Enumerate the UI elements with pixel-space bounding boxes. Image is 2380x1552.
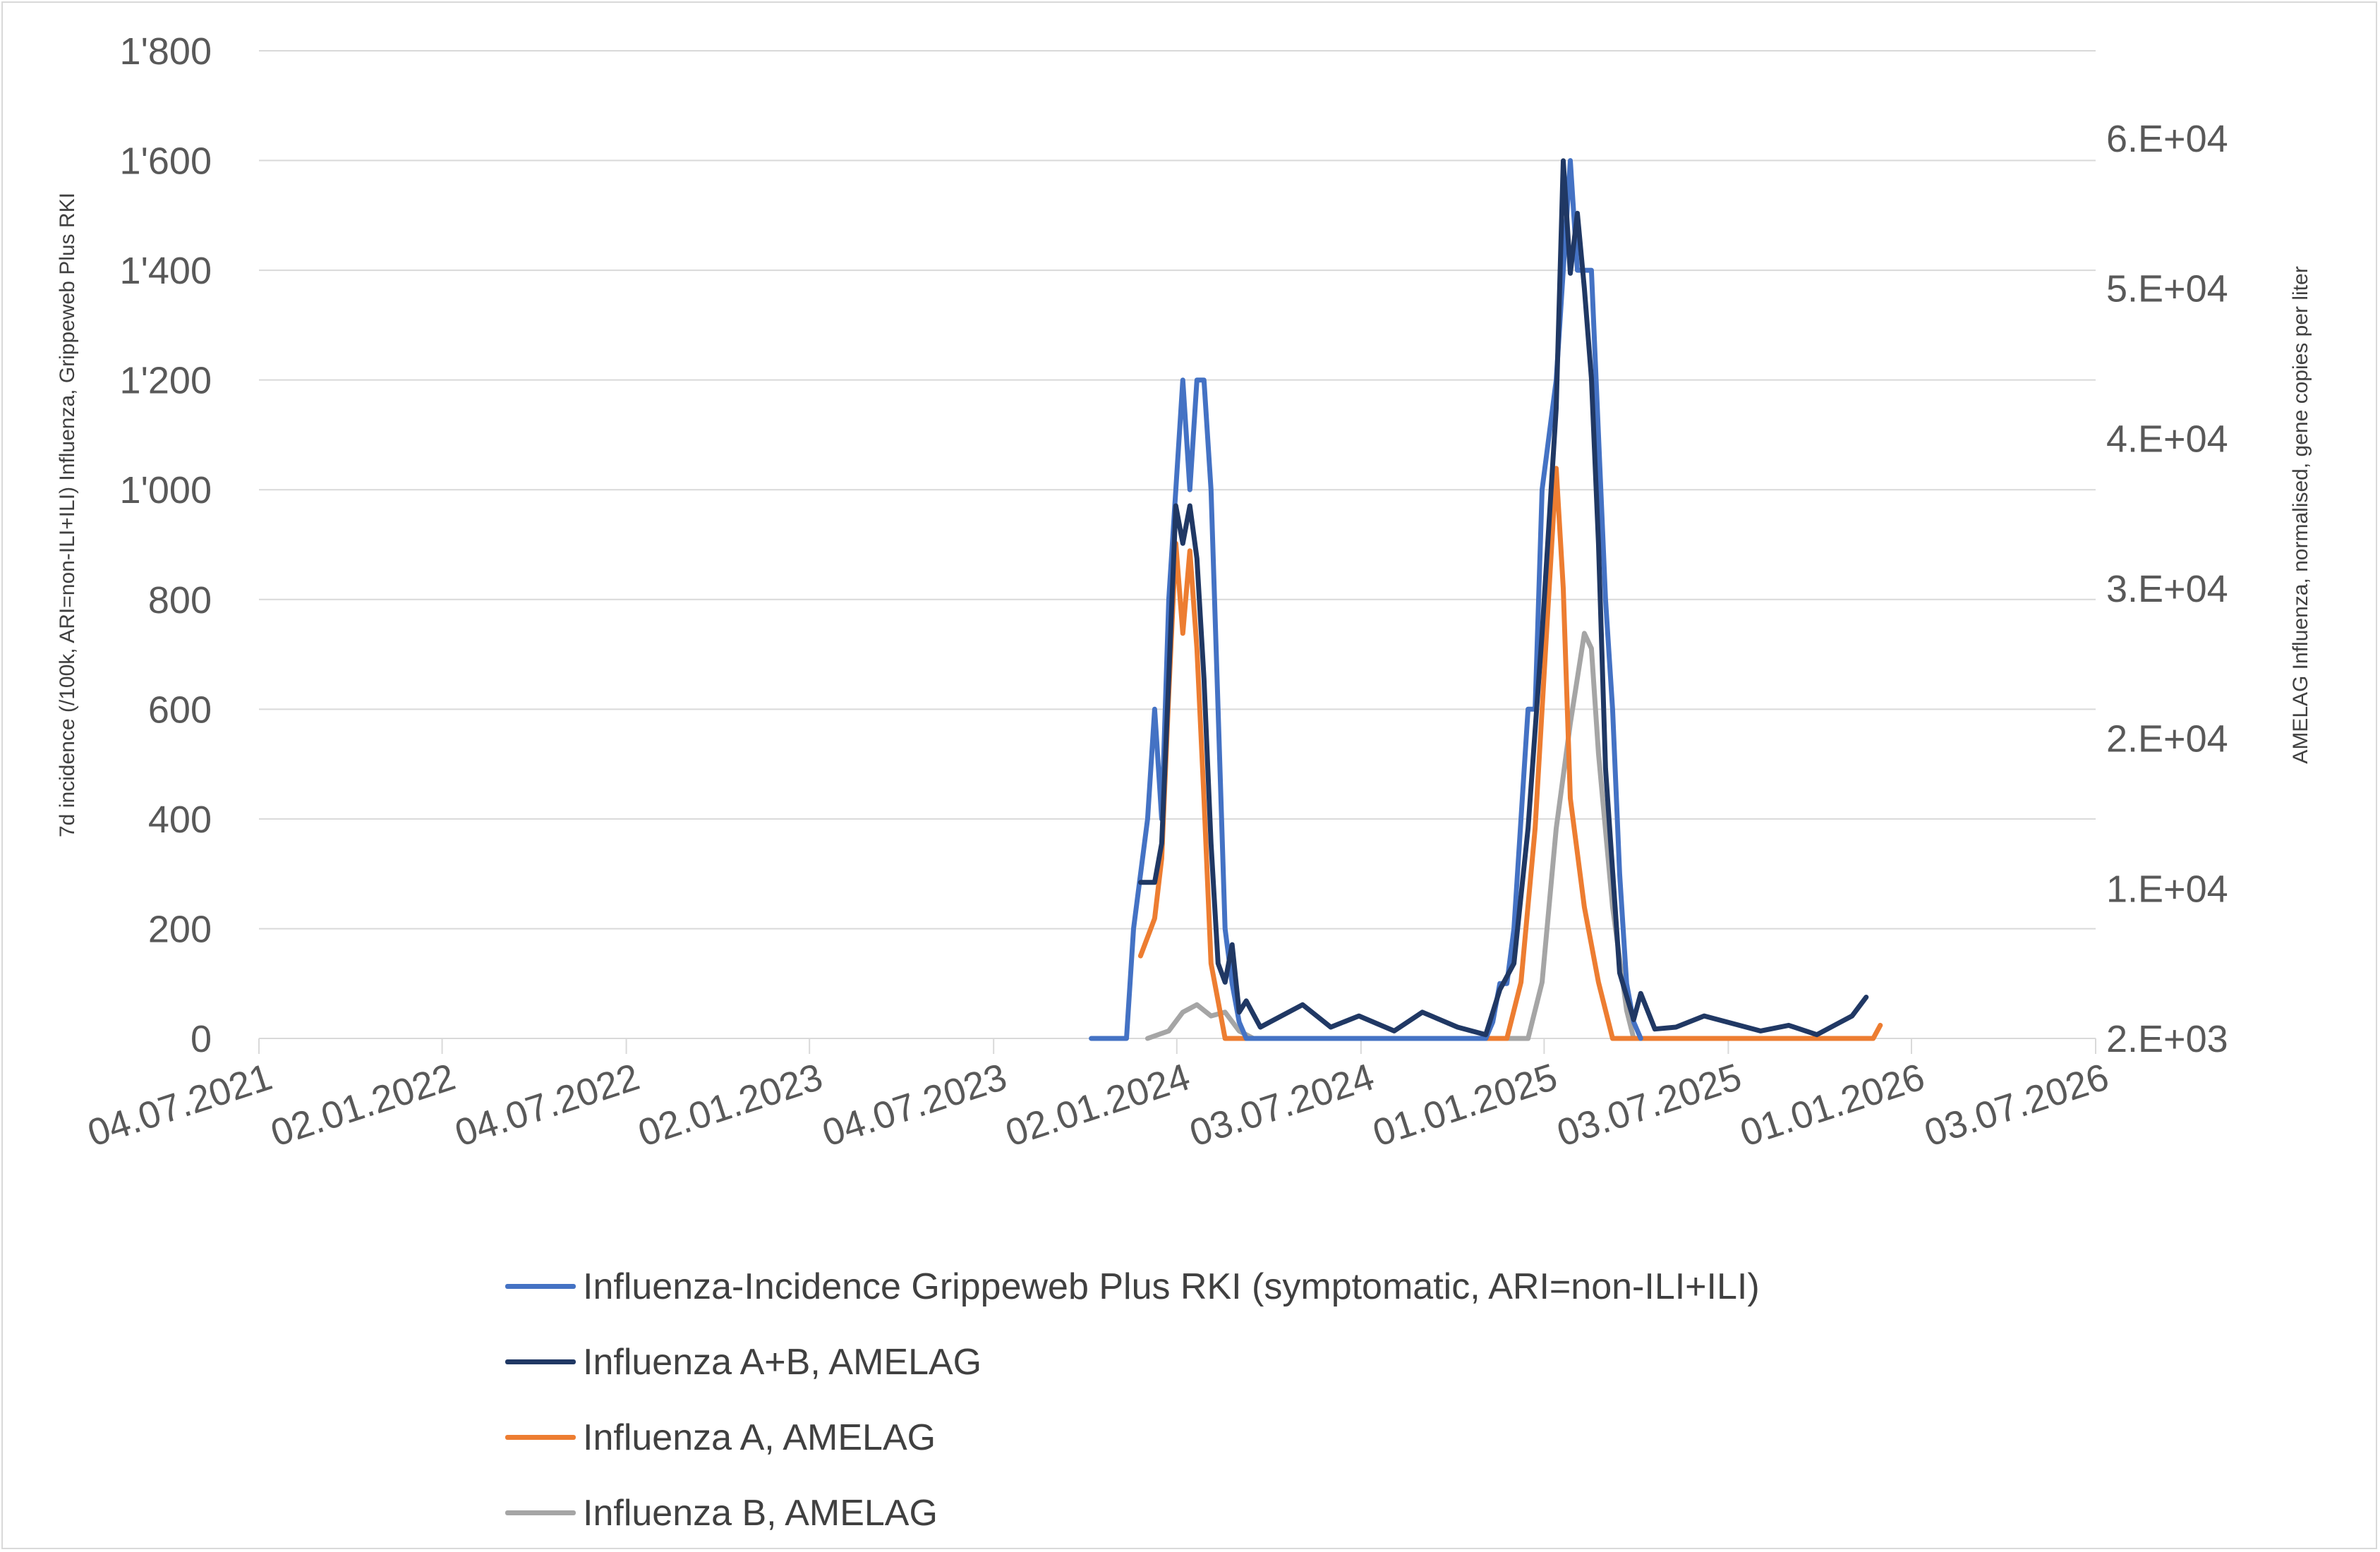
right-tick-label: 2.E+03 xyxy=(2106,1018,2228,1060)
x-tick-label: 04.07.2022 xyxy=(450,1055,645,1155)
left-tick-label: 800 xyxy=(148,579,212,622)
legend-item: Influenza B, AMELAG xyxy=(505,1475,1760,1551)
right-tick-label: 1.E+04 xyxy=(2106,868,2228,910)
right-tick-label: 2.E+04 xyxy=(2106,718,2228,760)
x-tick-label: 03.07.2026 xyxy=(1919,1055,2114,1155)
left-tick-label: 600 xyxy=(148,689,212,731)
left-axis-title: 7d incidence (/100k, ARI=non-ILI+ILI) In… xyxy=(56,193,79,837)
left-tick-label: 1'200 xyxy=(120,360,212,402)
legend-swatch xyxy=(505,1284,576,1289)
x-tick-label: 02.01.2024 xyxy=(1001,1055,1195,1155)
legend-label: Influenza B, AMELAG xyxy=(583,1492,938,1534)
legend-label: Influenza A, AMELAG xyxy=(583,1417,936,1458)
left-tick-label: 400 xyxy=(148,799,212,841)
x-tick-label: 01.01.2025 xyxy=(1368,1055,1563,1155)
legend-swatch xyxy=(505,1435,576,1440)
x-tick-label: 02.01.2023 xyxy=(633,1055,828,1155)
legend-swatch xyxy=(505,1510,576,1515)
left-tick-label: 1'600 xyxy=(120,140,212,183)
legend-item: Influenza A, AMELAG xyxy=(505,1400,1760,1475)
legend-item: Influenza-Incidence Grippeweb Plus RKI (… xyxy=(505,1249,1760,1324)
legend: Influenza-Incidence Grippeweb Plus RKI (… xyxy=(505,1249,1760,1551)
x-tick-label: 01.01.2026 xyxy=(1735,1055,1930,1155)
x-tick-label: 03.07.2025 xyxy=(1552,1055,1747,1155)
x-tick-label: 03.07.2024 xyxy=(1185,1055,1379,1155)
right-tick-label: 3.E+04 xyxy=(2106,568,2228,610)
right-axis-title: AMELAG Influenza, normalised, gene copie… xyxy=(2289,266,2312,763)
left-tick-label: 200 xyxy=(148,908,212,950)
left-tick-label: 1'000 xyxy=(120,469,212,511)
legend-label: Influenza A+B, AMELAG xyxy=(583,1341,982,1383)
right-tick-label: 6.E+04 xyxy=(2106,118,2228,160)
x-tick-label: 02.01.2022 xyxy=(266,1055,461,1155)
x-tick-label: 04.07.2023 xyxy=(817,1055,1012,1155)
left-tick-label: 1'400 xyxy=(120,250,212,292)
legend-item: Influenza A+B, AMELAG xyxy=(505,1324,1760,1400)
right-tick-label: 5.E+04 xyxy=(2106,268,2228,310)
right-tick-label: 4.E+04 xyxy=(2106,418,2228,460)
legend-label: Influenza-Incidence Grippeweb Plus RKI (… xyxy=(583,1266,1760,1307)
series-line xyxy=(1137,158,1869,1038)
x-tick-label: 04.07.2021 xyxy=(83,1055,277,1155)
legend-swatch xyxy=(505,1359,576,1364)
series-line xyxy=(1144,631,1636,1041)
left-tick-label: 0 xyxy=(191,1018,212,1060)
left-tick-label: 1'800 xyxy=(120,30,212,73)
